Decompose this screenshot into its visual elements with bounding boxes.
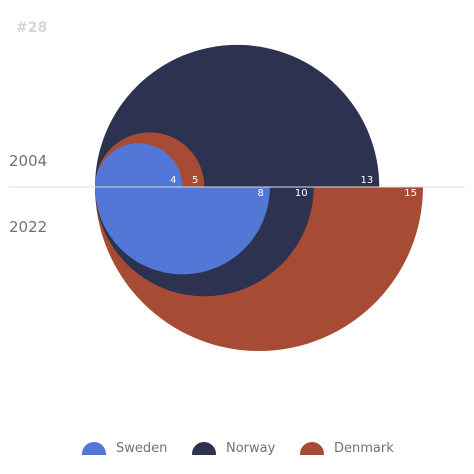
legend-label-sweden: Sweden [116,440,168,456]
period-label-bottom: 2022 [9,218,48,236]
legend-item-norway[interactable]: Norway [192,436,275,460]
semicircle-sweden-2004[interactable] [95,143,183,187]
legend-item-sweden[interactable]: Sweden [82,436,167,460]
legend-swatch-sweden [82,441,106,455]
value-label-sweden-2004: 4 [170,175,176,186]
period-label-top: 2004 [9,152,48,170]
legend-swatch-denmark [300,441,324,455]
chart-id-label: #28 [16,20,48,36]
value-label-norway-2022: 10 [295,188,308,199]
value-label-denmark-2004: 5 [192,175,198,186]
value-label-norway-2004: 13 [361,175,374,186]
legend-item-denmark[interactable]: Denmark [300,436,394,460]
value-label-denmark-2022: 15 [404,188,417,199]
legend-label-norway: Norway [226,440,276,456]
value-label-sweden-2022: 8 [258,188,264,199]
legend: Sweden Norway Denmark [0,436,474,460]
legend-label-denmark: Denmark [334,440,394,456]
legend-swatch-norway [192,441,216,455]
semicircle-sweden-2022[interactable] [95,187,270,275]
